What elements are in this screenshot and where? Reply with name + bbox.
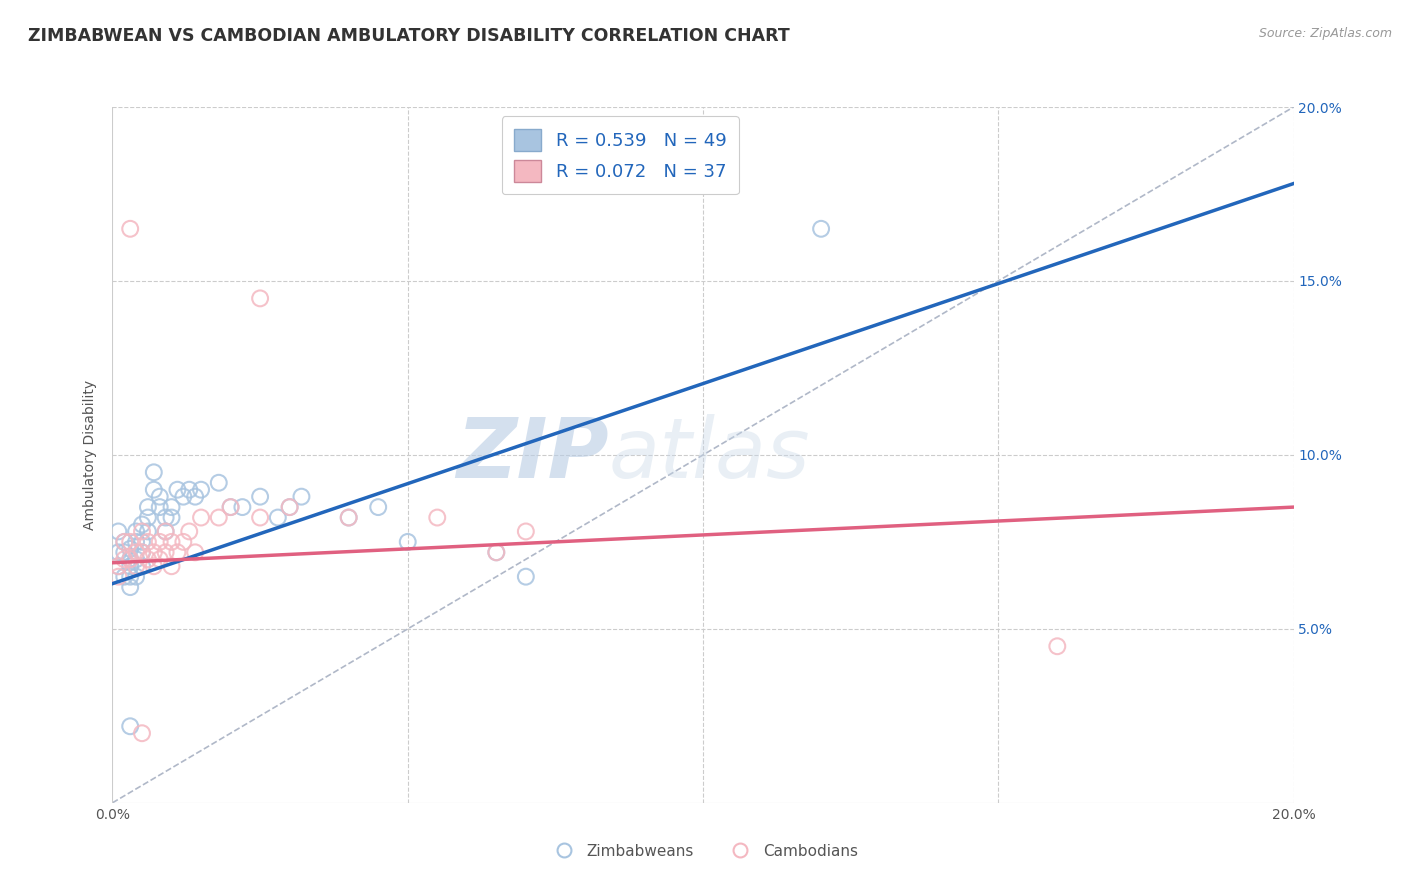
Point xyxy=(120,534,142,549)
Point xyxy=(290,490,312,504)
Text: ZIMBABWEAN VS CAMBODIAN AMBULATORY DISABILITY CORRELATION CHART: ZIMBABWEAN VS CAMBODIAN AMBULATORY DISAB… xyxy=(28,27,790,45)
Point xyxy=(337,510,360,524)
Point xyxy=(136,534,159,549)
Point xyxy=(120,552,142,566)
Point xyxy=(125,559,148,574)
Point xyxy=(107,524,129,539)
Point xyxy=(131,726,153,740)
Point xyxy=(249,510,271,524)
Point xyxy=(190,483,212,497)
Point xyxy=(267,510,290,524)
Point xyxy=(190,510,212,524)
Point xyxy=(120,559,142,574)
Point xyxy=(160,500,183,514)
Point xyxy=(142,466,165,480)
Point xyxy=(149,534,172,549)
Point xyxy=(166,545,188,559)
Text: Source: ZipAtlas.com: Source: ZipAtlas.com xyxy=(1258,27,1392,40)
Point xyxy=(112,570,135,584)
Point xyxy=(155,524,177,539)
Point xyxy=(172,534,194,549)
Point xyxy=(136,500,159,514)
Point xyxy=(166,483,188,497)
Point xyxy=(131,517,153,532)
Point xyxy=(515,524,537,539)
Point xyxy=(249,291,271,305)
Point xyxy=(155,510,177,524)
Point xyxy=(107,570,129,584)
Point xyxy=(179,524,201,539)
Point xyxy=(120,570,142,584)
Point xyxy=(278,500,301,514)
Point xyxy=(125,570,148,584)
Point xyxy=(426,510,449,524)
Point xyxy=(136,552,159,566)
Point xyxy=(112,545,135,559)
Point xyxy=(142,545,165,559)
Point xyxy=(485,545,508,559)
Text: ZIP: ZIP xyxy=(456,415,609,495)
Point xyxy=(125,552,148,566)
Point xyxy=(208,510,231,524)
Point xyxy=(131,559,153,574)
Point xyxy=(396,534,419,549)
Point xyxy=(367,500,389,514)
Text: atlas: atlas xyxy=(609,415,810,495)
Point xyxy=(485,545,508,559)
Point xyxy=(160,559,183,574)
Point xyxy=(131,545,153,559)
Point xyxy=(172,490,194,504)
Point xyxy=(120,580,142,594)
Point xyxy=(155,545,177,559)
Point xyxy=(149,552,172,566)
Point xyxy=(107,545,129,559)
Point xyxy=(231,500,253,514)
Point xyxy=(149,500,172,514)
Point xyxy=(219,500,242,514)
Point xyxy=(160,510,183,524)
Point xyxy=(160,534,183,549)
Point xyxy=(112,552,135,566)
Point xyxy=(131,534,153,549)
Y-axis label: Ambulatory Disability: Ambulatory Disability xyxy=(83,380,97,530)
Legend: Zimbabweans, Cambodians: Zimbabweans, Cambodians xyxy=(543,838,863,864)
Point xyxy=(810,221,832,235)
Point xyxy=(136,524,159,539)
Point xyxy=(155,524,177,539)
Point xyxy=(142,483,165,497)
Point xyxy=(278,500,301,514)
Point xyxy=(249,490,271,504)
Point xyxy=(125,534,148,549)
Point xyxy=(107,559,129,574)
Point xyxy=(184,490,207,504)
Point xyxy=(125,545,148,559)
Point xyxy=(107,559,129,574)
Point xyxy=(1046,639,1069,653)
Point xyxy=(120,552,142,566)
Point xyxy=(120,719,142,733)
Point xyxy=(179,483,201,497)
Point xyxy=(184,545,207,559)
Point xyxy=(120,541,142,556)
Point xyxy=(136,510,159,524)
Point xyxy=(125,524,148,539)
Point xyxy=(131,524,153,539)
Point xyxy=(337,510,360,524)
Point xyxy=(112,534,135,549)
Point xyxy=(120,221,142,235)
Point xyxy=(149,490,172,504)
Point xyxy=(515,570,537,584)
Point xyxy=(219,500,242,514)
Point xyxy=(112,534,135,549)
Point xyxy=(208,475,231,490)
Point xyxy=(131,545,153,559)
Point xyxy=(142,559,165,574)
